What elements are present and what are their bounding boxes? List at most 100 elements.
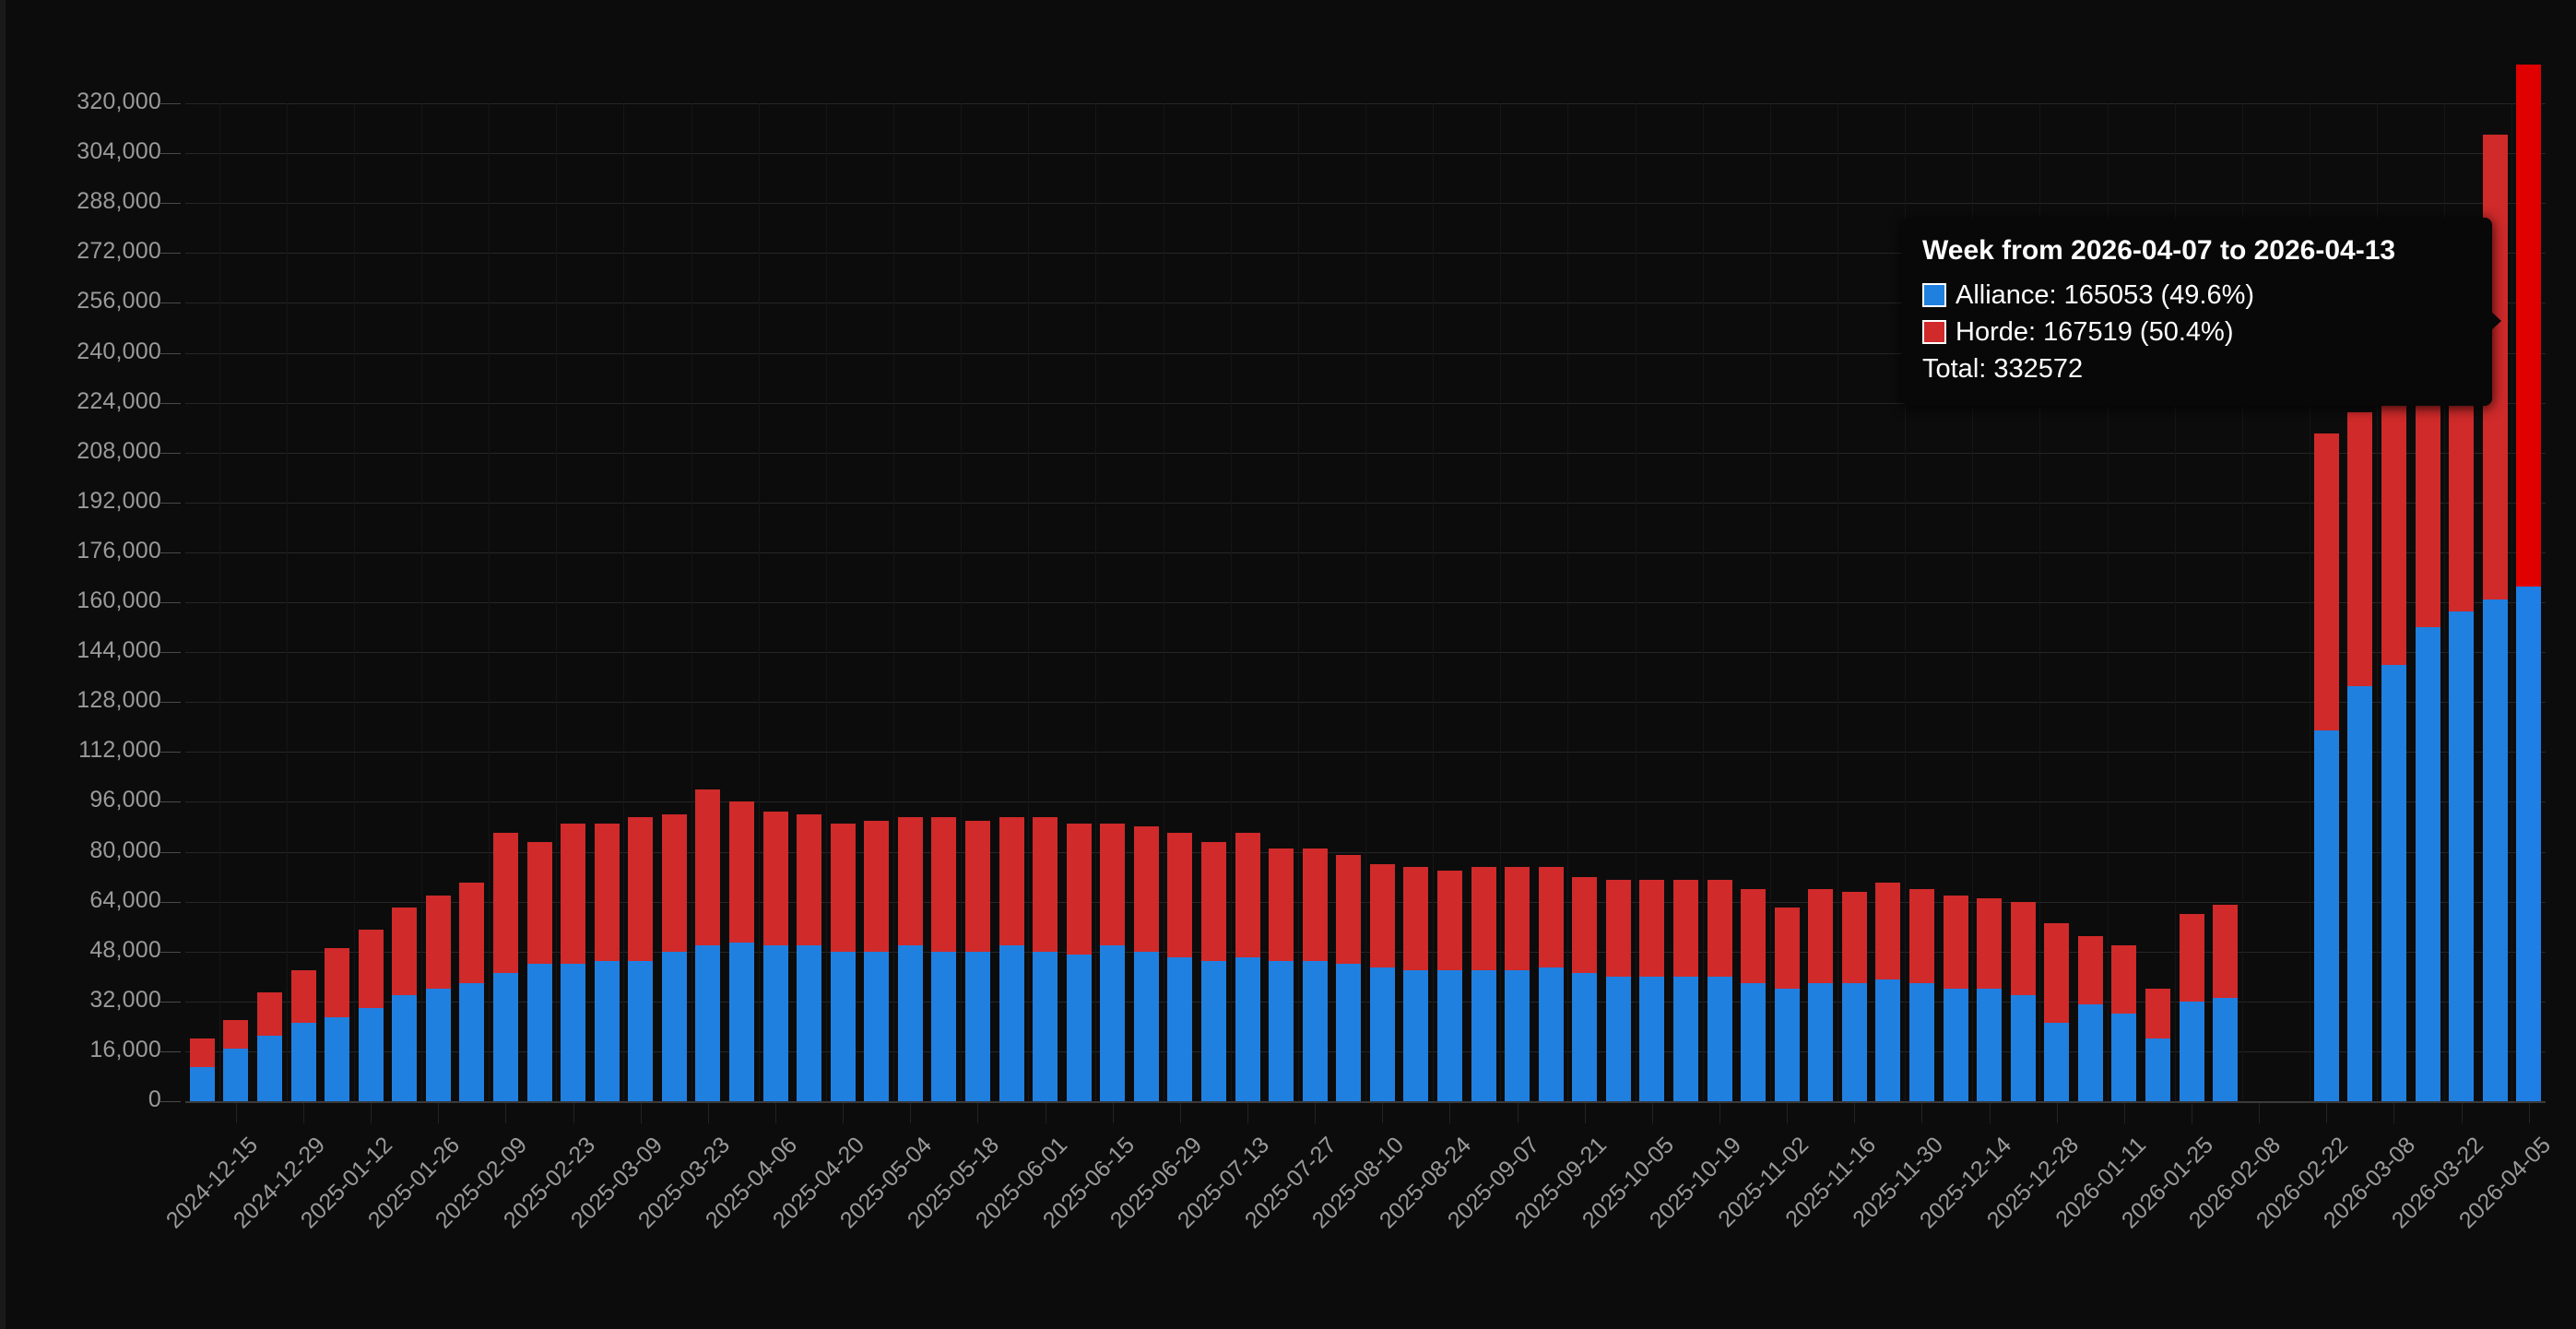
bar-segment-horde[interactable] xyxy=(1505,867,1530,970)
bar-segment-alliance[interactable] xyxy=(661,951,687,1101)
bar-segment-alliance[interactable] xyxy=(1133,951,1159,1101)
bar-segment-horde[interactable] xyxy=(1605,879,1631,977)
bar-segment-alliance[interactable] xyxy=(1808,982,1834,1101)
chart-bar[interactable] xyxy=(290,970,316,1101)
chart-bar[interactable] xyxy=(964,820,990,1101)
bar-segment-alliance[interactable] xyxy=(189,1066,215,1101)
bar-segment-horde[interactable] xyxy=(1639,879,1665,977)
bar-segment-horde[interactable] xyxy=(1808,889,1834,983)
chart-bar[interactable] xyxy=(358,930,384,1101)
chart-bar[interactable] xyxy=(189,1038,215,1101)
bar-segment-horde[interactable] xyxy=(661,813,687,952)
bar-segment-alliance[interactable] xyxy=(2482,599,2508,1101)
bar-segment-horde[interactable] xyxy=(2044,923,2070,1024)
bar-segment-alliance[interactable] xyxy=(358,1007,384,1101)
bar-segment-horde[interactable] xyxy=(1100,824,1126,945)
chart-bar[interactable] xyxy=(2381,390,2406,1101)
bar-segment-alliance[interactable] xyxy=(1336,964,1362,1101)
bar-segment-horde[interactable] xyxy=(425,895,451,990)
bar-segment-horde[interactable] xyxy=(1066,824,1092,955)
chart-bar[interactable] xyxy=(897,817,923,1101)
chart-bar[interactable] xyxy=(998,817,1024,1101)
chart-bar[interactable] xyxy=(1808,889,1834,1101)
bar-segment-alliance[interactable] xyxy=(931,951,957,1101)
bar-segment-alliance[interactable] xyxy=(594,960,620,1101)
bar-segment-alliance[interactable] xyxy=(1943,989,1968,1101)
bar-segment-alliance[interactable] xyxy=(1235,957,1260,1101)
bar-segment-alliance[interactable] xyxy=(1369,967,1395,1101)
chart-bar[interactable] xyxy=(2449,255,2475,1101)
bar-segment-horde[interactable] xyxy=(1436,870,1462,970)
bar-segment-alliance[interactable] xyxy=(1572,973,1598,1101)
bar-segment-horde[interactable] xyxy=(290,970,316,1024)
bar-segment-alliance[interactable] xyxy=(2347,686,2373,1101)
bar-segment-alliance[interactable] xyxy=(2313,730,2339,1101)
bar-segment-horde[interactable] xyxy=(1741,889,1767,983)
bar-segment-alliance[interactable] xyxy=(897,944,923,1101)
bar-segment-alliance[interactable] xyxy=(830,951,856,1101)
bar-segment-alliance[interactable] xyxy=(1707,976,1732,1101)
bar-segment-horde[interactable] xyxy=(1707,879,1732,977)
bar-segment-horde[interactable] xyxy=(1336,854,1362,965)
chart-bar[interactable] xyxy=(2111,944,2137,1101)
bar-segment-horde[interactable] xyxy=(223,1020,249,1049)
bar-segment-horde[interactable] xyxy=(392,908,418,996)
chart-bar[interactable] xyxy=(2516,64,2542,1101)
chart-bar[interactable] xyxy=(2044,923,2070,1101)
chart-bar[interactable] xyxy=(1875,883,1901,1101)
chart-bar[interactable] xyxy=(526,842,552,1101)
bar-segment-alliance[interactable] xyxy=(1538,967,1564,1101)
bar-segment-alliance[interactable] xyxy=(1471,970,1496,1101)
bar-segment-alliance[interactable] xyxy=(2449,611,2475,1101)
bar-segment-horde[interactable] xyxy=(2010,901,2036,996)
bar-segment-horde[interactable] xyxy=(2213,904,2239,999)
chart-bar[interactable] xyxy=(459,883,485,1101)
chart-bar[interactable] xyxy=(2347,411,2373,1101)
bar-segment-horde[interactable] xyxy=(1167,833,1193,958)
chart-bar[interactable] xyxy=(2179,914,2204,1101)
chart-bar[interactable] xyxy=(1100,824,1126,1101)
bar-segment-alliance[interactable] xyxy=(797,944,822,1101)
bar-segment-alliance[interactable] xyxy=(1505,970,1530,1101)
chart-bar[interactable] xyxy=(1436,870,1462,1101)
bar-segment-alliance[interactable] xyxy=(1302,960,1328,1101)
bar-segment-alliance[interactable] xyxy=(1167,957,1193,1101)
chart-bar[interactable] xyxy=(728,801,754,1101)
bar-segment-alliance[interactable] xyxy=(2516,586,2542,1101)
bar-segment-horde[interactable] xyxy=(1369,864,1395,967)
bar-segment-horde[interactable] xyxy=(728,801,754,943)
bar-segment-horde[interactable] xyxy=(1943,895,1968,990)
chart-bar[interactable] xyxy=(2313,433,2339,1101)
bar-segment-horde[interactable] xyxy=(864,820,890,952)
chart-bar[interactable] xyxy=(1639,879,1665,1101)
bar-segment-alliance[interactable] xyxy=(1403,970,1429,1101)
bar-segment-horde[interactable] xyxy=(1538,867,1564,967)
chart-bar[interactable] xyxy=(931,817,957,1101)
bar-segment-horde[interactable] xyxy=(1672,879,1698,977)
bar-segment-horde[interactable] xyxy=(2077,935,2103,1005)
chart-bar[interactable] xyxy=(223,1020,249,1101)
bar-segment-horde[interactable] xyxy=(1471,867,1496,970)
bar-segment-horde[interactable] xyxy=(897,817,923,945)
bar-segment-alliance[interactable] xyxy=(1875,979,1901,1101)
bar-segment-horde[interactable] xyxy=(1774,908,1800,990)
bar-segment-alliance[interactable] xyxy=(1033,951,1058,1101)
bar-segment-alliance[interactable] xyxy=(290,1023,316,1101)
chart-bar[interactable] xyxy=(1841,892,1867,1101)
chart-bar[interactable] xyxy=(864,820,890,1101)
bar-segment-horde[interactable] xyxy=(561,824,586,965)
chart-bar[interactable] xyxy=(661,813,687,1101)
bar-segment-alliance[interactable] xyxy=(2077,1004,2103,1101)
bar-segment-alliance[interactable] xyxy=(2145,1038,2170,1101)
chart-bar[interactable] xyxy=(1943,895,1968,1101)
chart-bar[interactable] xyxy=(425,895,451,1101)
chart-bar[interactable] xyxy=(1403,867,1429,1101)
chart-bar[interactable] xyxy=(1133,826,1159,1101)
bar-segment-horde[interactable] xyxy=(1977,898,2003,990)
bar-segment-horde[interactable] xyxy=(2111,944,2137,1015)
bar-segment-horde[interactable] xyxy=(1235,833,1260,958)
bar-segment-alliance[interactable] xyxy=(2111,1014,2137,1101)
chart-bar[interactable] xyxy=(1741,889,1767,1101)
bar-segment-horde[interactable] xyxy=(998,817,1024,945)
bar-segment-alliance[interactable] xyxy=(628,960,654,1101)
